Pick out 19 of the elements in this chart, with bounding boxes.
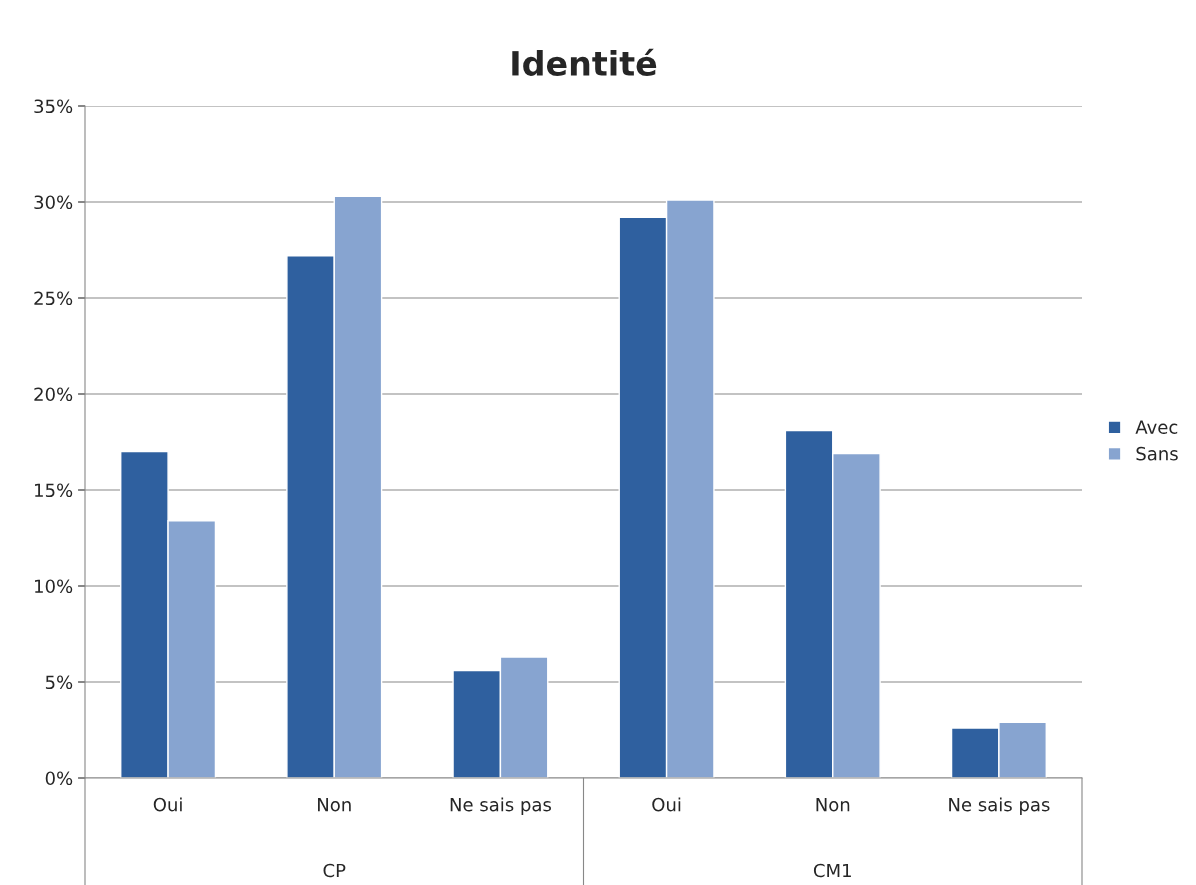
text: CM1 — [813, 863, 851, 878]
x-tick-label: Ne sais pas — [450, 797, 551, 815]
legend-label: Avec — [1135, 420, 1178, 434]
y-tick-label: 5% — [45, 675, 73, 690]
x-tick-label: Oui — [652, 797, 681, 812]
y-tick-label: 25% — [34, 291, 73, 306]
y-tick-label: 30% — [34, 195, 73, 210]
x-tick-label: Non — [318, 798, 351, 812]
y-tick-label: 0% — [45, 771, 73, 786]
x-tick-label: Ne sais pas — [949, 797, 1050, 815]
y-tick-label: 35% — [34, 99, 73, 114]
chart-title: Identité — [512, 48, 657, 76]
y-tick-label: 20% — [34, 387, 73, 402]
legend-label: Sans — [1136, 446, 1178, 461]
x-tick-label: Non — [816, 798, 850, 812]
x-tick-label: Oui — [153, 797, 182, 812]
y-tick-label: 15% — [35, 483, 73, 498]
text: CP — [323, 863, 346, 878]
y-tick-label: 10% — [35, 579, 73, 594]
